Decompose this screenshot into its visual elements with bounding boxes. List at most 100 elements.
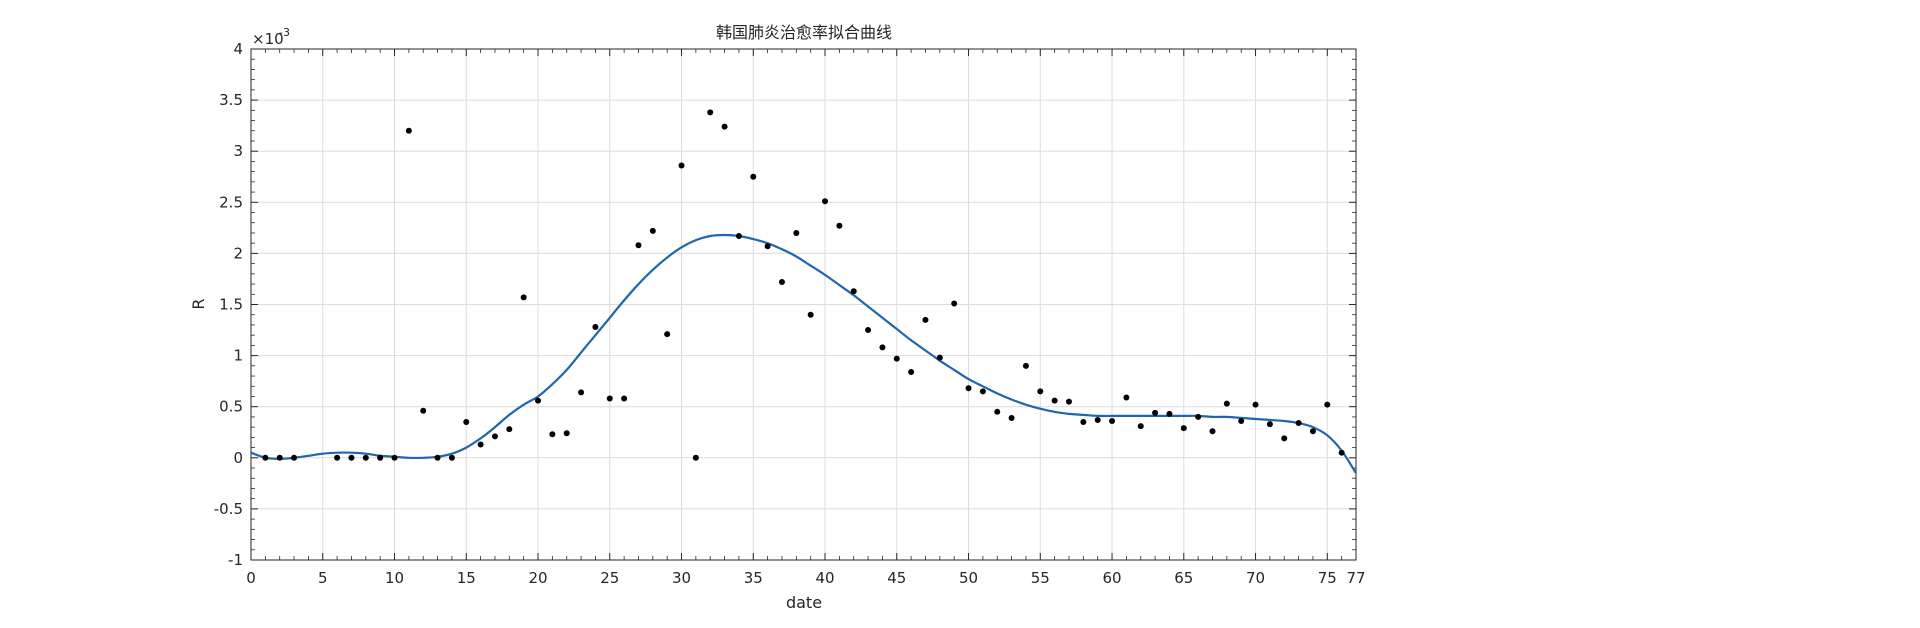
data-point	[1338, 449, 1345, 456]
data-point	[621, 395, 628, 402]
data-point	[606, 395, 613, 402]
y-tick-label: 3.5	[219, 91, 243, 109]
data-point	[420, 407, 427, 414]
data-points	[262, 109, 1345, 461]
x-tick-label: 5	[318, 569, 328, 587]
y-tick-label: 2	[233, 244, 243, 262]
data-point	[1137, 423, 1144, 430]
data-point	[908, 368, 915, 375]
data-point	[291, 454, 298, 461]
data-point	[463, 419, 470, 426]
data-point	[1152, 409, 1159, 416]
data-point	[649, 227, 656, 234]
data-point	[850, 288, 857, 295]
data-point	[678, 162, 685, 169]
x-tick-label: 60	[1102, 569, 1121, 587]
x-tick-label: 35	[744, 569, 763, 587]
data-point	[707, 109, 714, 116]
y-tick-label: 4	[233, 40, 243, 58]
data-point	[1195, 413, 1202, 420]
data-point	[1238, 418, 1245, 425]
data-point	[1324, 401, 1331, 408]
y-exponent-marker: ×10 -3	[252, 26, 290, 48]
data-point	[951, 300, 958, 307]
data-point	[477, 441, 484, 448]
x-tick-label: 40	[815, 569, 834, 587]
data-point	[836, 222, 843, 229]
x-tick-label: 50	[959, 569, 978, 587]
data-point	[434, 454, 441, 461]
data-point	[276, 454, 283, 461]
data-point	[405, 127, 412, 134]
x-tick-label: 20	[528, 569, 547, 587]
y-tick-label: 0.5	[219, 398, 243, 416]
y-tick-label: 3	[233, 142, 243, 160]
data-point	[735, 233, 742, 240]
data-point	[778, 279, 785, 286]
data-point	[1080, 419, 1087, 426]
x-tick-label: 10	[385, 569, 404, 587]
data-point	[807, 311, 814, 318]
data-point	[1109, 418, 1116, 425]
data-point	[793, 229, 800, 236]
data-point	[1022, 362, 1029, 369]
tick-marks	[250, 48, 1357, 561]
data-point	[592, 323, 599, 330]
data-point	[994, 408, 1001, 415]
x-tick-labels: 0 5 10 15 20 25 30 35 40 45 50 55 60 65 70 75 77	[246, 569, 1365, 587]
data-point	[1223, 400, 1230, 407]
data-point	[692, 454, 699, 461]
y-axis-label: R	[189, 298, 208, 309]
data-point	[764, 243, 771, 250]
data-point	[1094, 416, 1101, 423]
data-point	[721, 123, 728, 130]
data-point	[1252, 401, 1259, 408]
y-tick-labels: -1 -0.5 0 0.5 1 1.5 2 2.5 3 3.5 4	[214, 40, 243, 569]
chart-title: 韩国肺炎治愈率拟合曲线	[716, 23, 892, 42]
axes-box	[250, 48, 1357, 561]
x-tick-label: 75	[1318, 569, 1337, 587]
data-point	[1008, 414, 1015, 421]
data-point	[664, 331, 671, 338]
data-point	[348, 454, 355, 461]
data-point	[879, 344, 886, 351]
y-tick-label: 0	[233, 449, 243, 467]
data-point	[1065, 398, 1072, 405]
x-tick-label: 70	[1246, 569, 1265, 587]
data-point	[563, 430, 570, 437]
data-point	[750, 173, 757, 180]
plot-area	[250, 48, 1357, 561]
y-exponent-power: -3	[279, 26, 290, 39]
data-point	[1295, 420, 1302, 427]
y-tick-label: 1	[233, 347, 243, 365]
data-point	[334, 454, 341, 461]
data-point	[448, 454, 455, 461]
data-point	[1051, 397, 1058, 404]
data-point	[1180, 425, 1187, 432]
data-point	[535, 397, 542, 404]
x-axis-label: date	[786, 593, 822, 612]
y-tick-label: -0.5	[214, 500, 243, 518]
x-tick-label: 0	[246, 569, 256, 587]
data-point	[979, 388, 986, 395]
x-tick-label: 45	[887, 569, 906, 587]
data-point	[965, 385, 972, 392]
y-tick-label: 2.5	[219, 193, 243, 211]
data-point	[377, 454, 384, 461]
data-point	[391, 454, 398, 461]
data-point	[506, 426, 513, 433]
data-point	[822, 198, 829, 205]
data-point	[1123, 394, 1130, 401]
data-point	[922, 316, 929, 323]
y-tick-label: -1	[228, 551, 243, 569]
x-tick-label: 15	[457, 569, 476, 587]
x-tick-label: 25	[600, 569, 619, 587]
x-tick-label: 65	[1174, 569, 1193, 587]
y-exponent-base: ×10	[252, 30, 284, 48]
data-point	[1281, 435, 1288, 442]
data-point	[893, 355, 900, 362]
x-tick-label: 30	[672, 569, 691, 587]
x-tick-label: 55	[1031, 569, 1050, 587]
data-point	[1309, 428, 1316, 435]
